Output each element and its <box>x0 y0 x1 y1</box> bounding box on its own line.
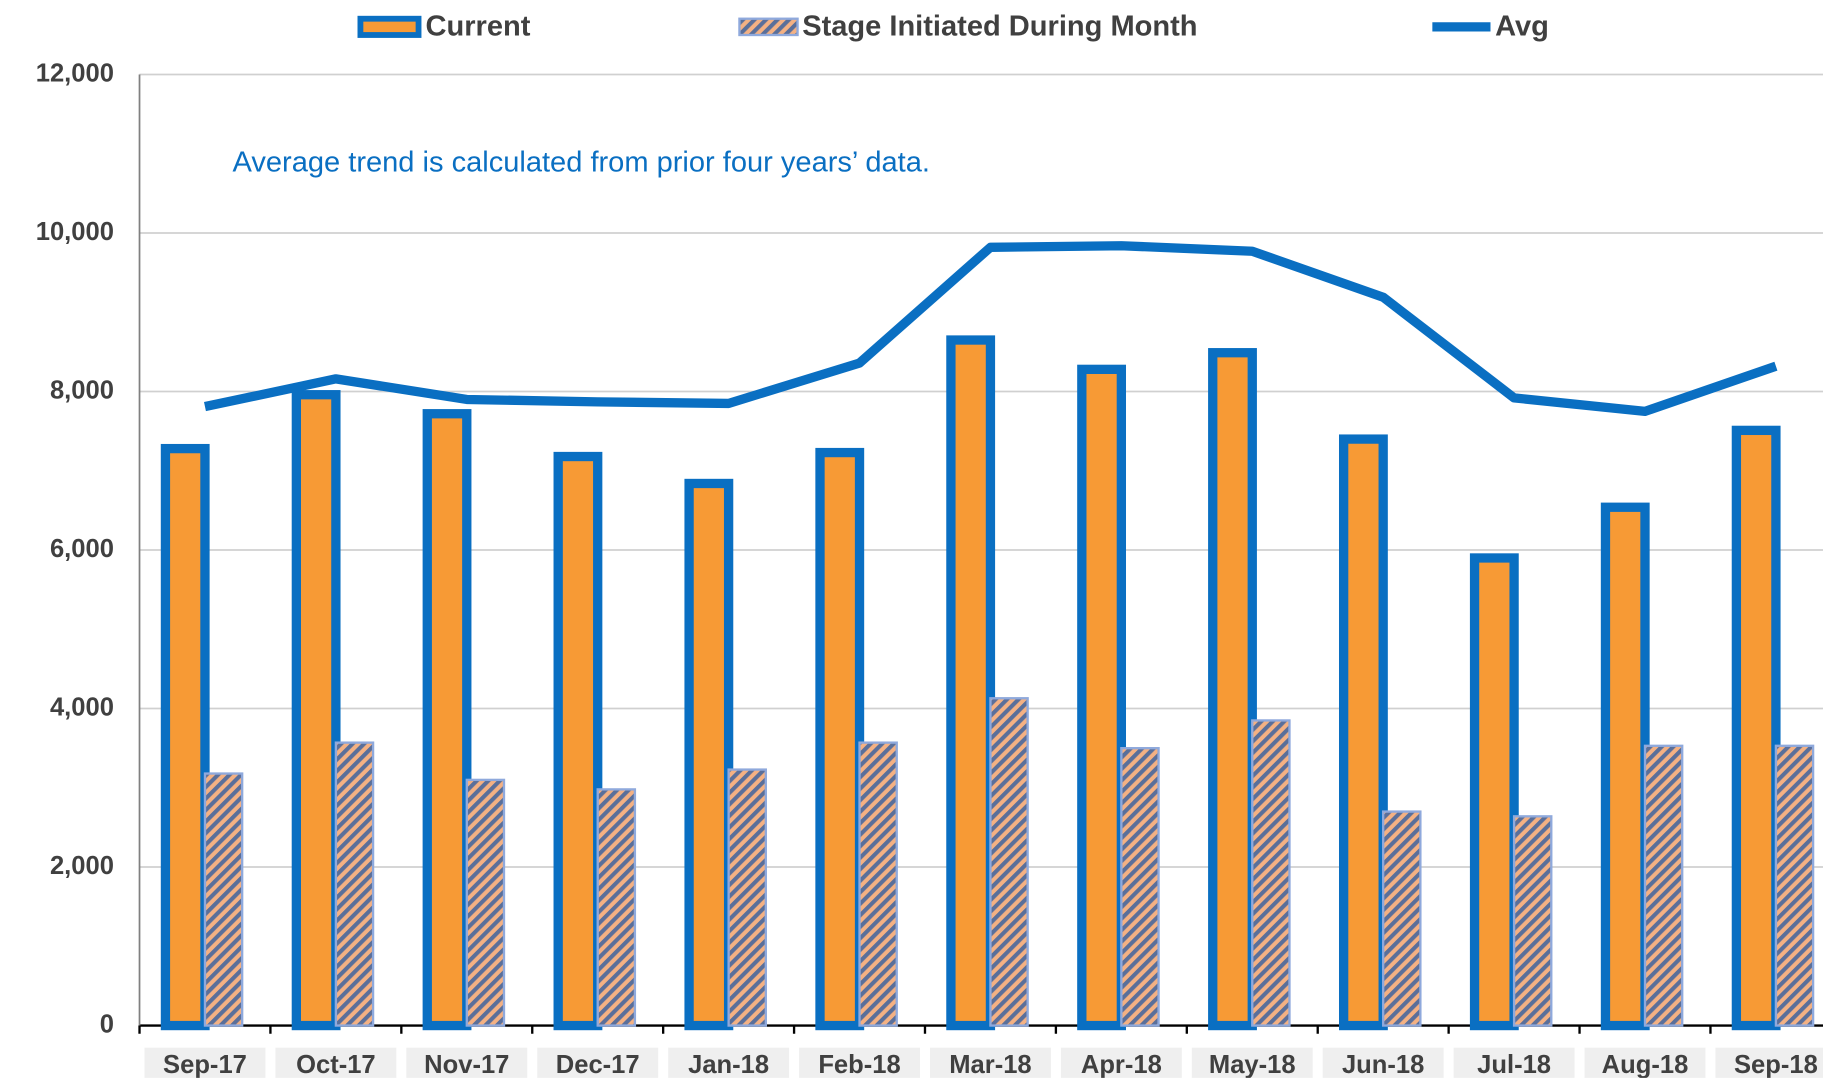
x-tick-label: Feb-18 <box>818 1051 900 1078</box>
x-tick-label: May-18 <box>1209 1051 1296 1078</box>
x-label-bg <box>144 1047 266 1078</box>
x-tick-label: Dec-17 <box>556 1051 640 1078</box>
bar <box>1731 425 1781 1031</box>
y-tick-label: 0 <box>100 1010 114 1038</box>
bar <box>989 697 1029 1027</box>
x-label-bg <box>406 1047 528 1078</box>
x-tick-label: Nov-17 <box>424 1051 509 1078</box>
x-label-bg <box>1322 1047 1444 1078</box>
bar <box>1077 364 1127 1031</box>
x-tick-label: Jun-18 <box>1342 1051 1424 1078</box>
annotation: Average trend is calculated from prior f… <box>233 147 930 179</box>
bar <box>1120 747 1160 1027</box>
bar <box>203 772 244 1027</box>
x-label-bg <box>275 1047 397 1078</box>
bar <box>727 768 767 1027</box>
x-label-bg <box>1060 1047 1182 1078</box>
bar <box>422 409 472 1031</box>
bar <box>815 447 865 1031</box>
x-label-bg <box>929 1047 1051 1078</box>
y-tick-label: 8,000 <box>50 376 114 404</box>
legend-label: Stage Initiated During Month <box>802 11 1197 43</box>
bar <box>1382 810 1422 1027</box>
y-tick-label: 6,000 <box>50 535 114 563</box>
bar <box>1208 348 1257 1031</box>
x-tick-label: Sep-17 <box>163 1051 247 1078</box>
legend-label: Current <box>426 11 531 43</box>
x-tick-label: Jan-18 <box>688 1051 769 1078</box>
plot: Sep-17 Oct-17 Nov-17 Dec-17 Jan-18 Feb-18 Mar-… <box>138 73 1823 1078</box>
x-label-bg <box>537 1047 659 1078</box>
legend-swatch <box>738 17 799 37</box>
bar <box>334 741 375 1027</box>
y-tick-label: 10,000 <box>36 218 114 246</box>
x-label-bg <box>1584 1047 1706 1078</box>
x-tick-label: Apr-18 <box>1081 1051 1162 1078</box>
x-tick-label: Aug-18 <box>1602 1051 1689 1078</box>
x-label-bg <box>799 1047 920 1078</box>
bar <box>553 451 603 1031</box>
x-tick-label: Jul-18 <box>1477 1051 1551 1078</box>
bar <box>1251 719 1291 1027</box>
bar <box>1512 815 1553 1027</box>
bar <box>1338 434 1388 1031</box>
bar <box>1600 502 1650 1031</box>
x-label-bg <box>1191 1047 1313 1078</box>
bar <box>160 443 210 1031</box>
bar <box>946 335 996 1031</box>
y-tick-label: 12,000 <box>36 59 114 87</box>
x-tick-label: Oct-17 <box>296 1051 376 1078</box>
bar <box>596 788 637 1027</box>
legend-swatch <box>357 15 422 38</box>
line <box>204 241 1778 417</box>
legend-label: Avg <box>1495 11 1549 43</box>
bar <box>858 741 898 1027</box>
bar <box>684 478 734 1031</box>
bar <box>465 778 506 1027</box>
x-label-bg <box>1715 1047 1823 1078</box>
y-tick-label: 4,000 <box>50 693 114 721</box>
bar <box>1774 744 1815 1027</box>
y-tick-label: 2,000 <box>50 852 114 880</box>
bar <box>1643 744 1684 1027</box>
bar <box>1469 553 1519 1031</box>
x-tick-label: Sep-18 <box>1734 1051 1818 1078</box>
x-label-bg <box>668 1047 790 1078</box>
x-label-bg <box>1453 1047 1575 1078</box>
x-tick-label: Mar-18 <box>949 1051 1031 1078</box>
bar <box>291 390 341 1031</box>
